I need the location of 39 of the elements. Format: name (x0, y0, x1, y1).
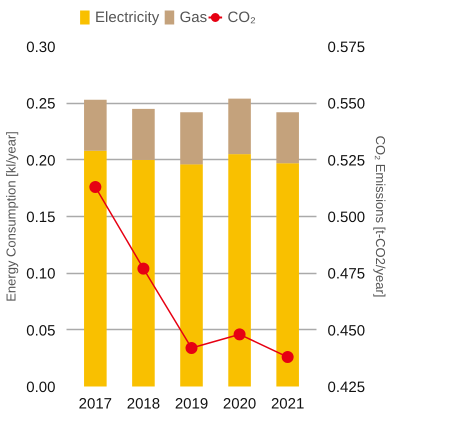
legend-label: Electricity (95, 9, 160, 26)
x-tick-label: 2021 (270, 396, 304, 412)
y2-tick-label: 0.425 (328, 379, 366, 396)
y-axis-title: Energy Consumption [kl/year] (3, 131, 18, 302)
y2-tick-label: 0.575 (328, 39, 366, 56)
bar (276, 163, 299, 386)
legend-label: CO₂ (228, 9, 256, 26)
point (137, 262, 150, 275)
y2-tick-label: 0.450 (328, 322, 366, 340)
point (89, 181, 102, 194)
y2-tick-label: 0.550 (328, 96, 366, 113)
point (282, 351, 294, 364)
y-tick-label: 0.05 (26, 322, 56, 340)
y-tick-label: 0.25 (26, 96, 56, 113)
x-tick-label: 2017 (78, 396, 112, 412)
legend-label: Gas (180, 9, 208, 26)
y-tick-label: 0.00 (26, 379, 56, 396)
bar (228, 154, 251, 386)
y2-tick-label: 0.475 (328, 266, 366, 283)
bar (180, 164, 203, 386)
y2-tick-label: 0.500 (328, 209, 366, 226)
bar (132, 108, 155, 160)
bar (180, 112, 203, 164)
x-tick-label: 2019 (174, 396, 208, 412)
y-tick-label: 0.15 (26, 209, 56, 226)
bar (84, 100, 107, 151)
x-tick-label: 2018 (126, 396, 160, 412)
point (186, 342, 198, 354)
bar (276, 112, 299, 164)
point (234, 328, 246, 340)
y2-tick-label: 0.525 (328, 152, 366, 170)
bar (228, 98, 251, 154)
x-tick-label: 2020 (222, 396, 256, 412)
y-tick-label: 0.20 (26, 152, 56, 170)
y-tick-label: 0.10 (26, 266, 56, 283)
bar (132, 160, 155, 386)
y-tick-label: 0.30 (26, 39, 56, 56)
bar (84, 150, 107, 386)
y2-axis-title: CO₂ Emissions [t-CO2/year] (373, 136, 388, 298)
